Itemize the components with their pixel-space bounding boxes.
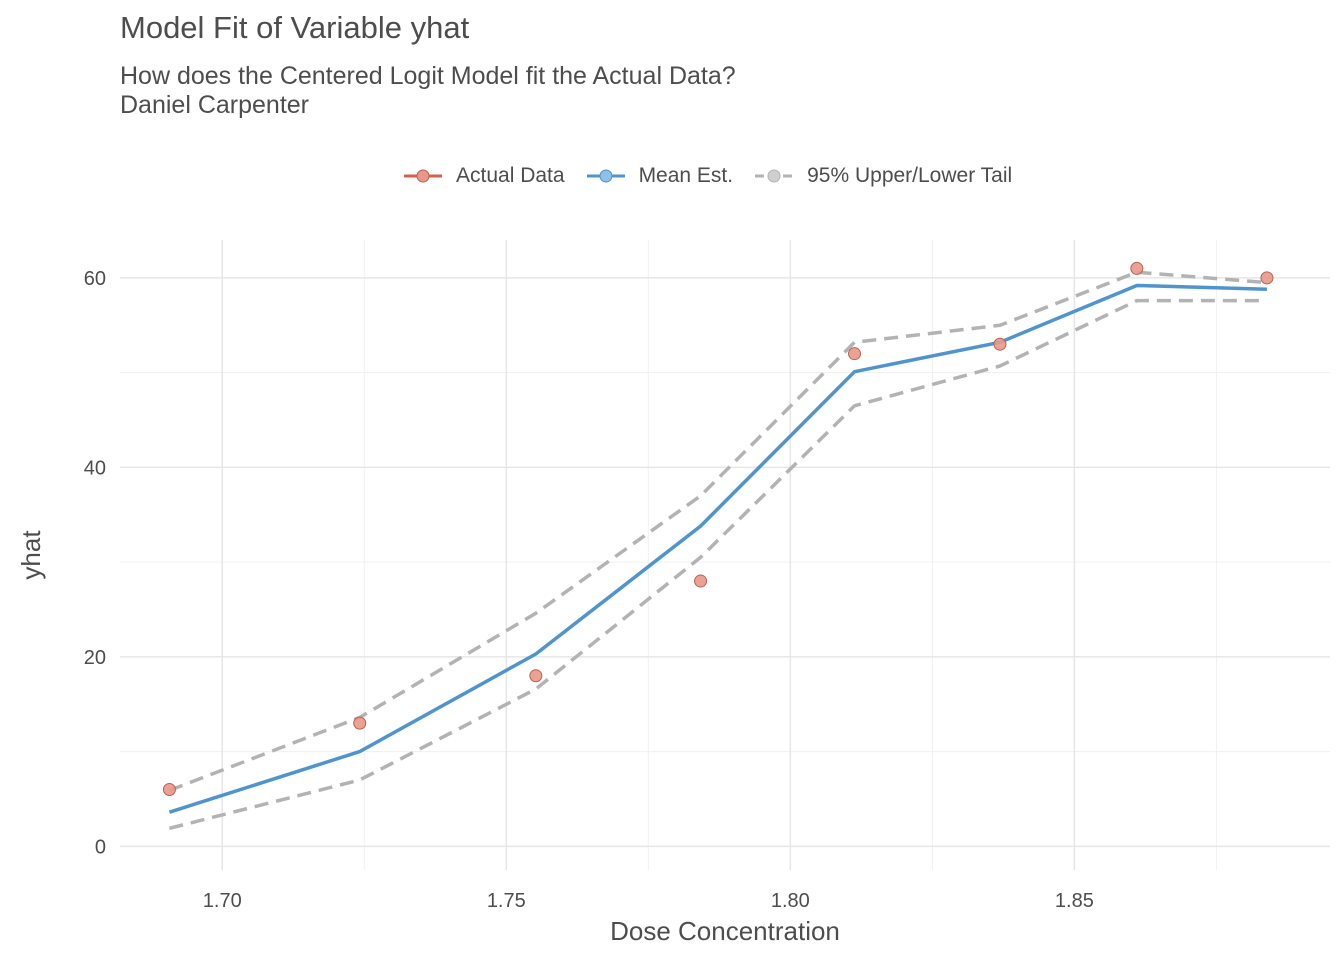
legend-item-mean-est: Mean Est. xyxy=(583,161,734,191)
y-tick-label: 20 xyxy=(84,647,106,669)
legend-label-tail: 95% Upper/Lower Tail xyxy=(807,164,1013,187)
actual-data-point xyxy=(162,782,176,796)
actual-data-point xyxy=(353,716,367,730)
tail-lower-line xyxy=(168,298,1267,831)
legend-key-mean-est xyxy=(586,169,625,183)
legend-item-actual-data: Actual Data xyxy=(400,161,565,191)
x-axis-title: Dose Concentration xyxy=(610,916,840,946)
chart-subtitle: How does the Centered Logit Model fit th… xyxy=(120,62,736,120)
actual-data-point xyxy=(529,669,543,683)
y-axis-title: yhat xyxy=(16,530,46,580)
actual-data-point xyxy=(1130,261,1144,275)
y-tick-label: 60 xyxy=(84,268,106,290)
y-tick-label: 0 xyxy=(95,836,106,858)
legend-label-mean-est: Mean Est. xyxy=(638,164,734,187)
actual-data-point xyxy=(848,347,862,361)
actual-data-point xyxy=(694,574,708,588)
y-tick-label: 40 xyxy=(84,457,106,479)
legend-key-actual-data xyxy=(404,169,442,183)
subtitle-line-1: How does the Centered Logit Model fit th… xyxy=(120,62,736,90)
x-tick-label: 1.75 xyxy=(487,890,526,912)
x-tick-label: 1.85 xyxy=(1055,890,1094,912)
mean-est-line xyxy=(168,283,1267,814)
legend-label-actual-data: Actual Data xyxy=(456,164,565,187)
tail-upper-line xyxy=(168,270,1268,793)
legend: Actual Data Mean Est. 95% Upper/Lower Ta… xyxy=(400,160,1030,192)
actual-data-point xyxy=(1260,271,1274,285)
legend-key-tail xyxy=(755,169,794,183)
legend-item-tail: 95% Upper/Lower Tail xyxy=(751,161,1012,191)
subtitle-line-2: Daniel Carpenter xyxy=(120,91,309,119)
actual-data-point xyxy=(993,337,1007,351)
x-tick-label: 1.70 xyxy=(203,890,242,912)
x-tick-label: 1.80 xyxy=(771,890,810,912)
chart-title: Model Fit of Variable yhat xyxy=(120,10,470,45)
